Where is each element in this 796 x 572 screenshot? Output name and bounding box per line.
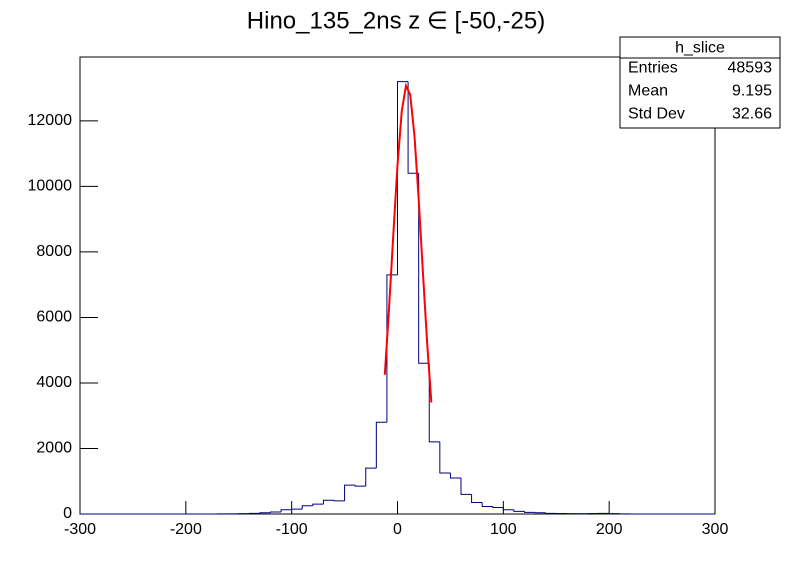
y-tick-label: 10000 (28, 178, 73, 195)
x-tick-label: 100 (490, 521, 517, 538)
histogram-bin (428, 363, 440, 443)
histogram-bin (354, 485, 366, 487)
histogram-bin (312, 503, 324, 506)
histogram-bin (259, 512, 271, 514)
stats-label: Mean (628, 83, 668, 100)
histogram-bin (365, 467, 377, 487)
fit-curve (383, 82, 433, 403)
histogram-bin (301, 505, 313, 510)
histogram-bin (460, 477, 472, 495)
histogram-bin (492, 506, 504, 508)
x-tick-label: 0 (393, 521, 402, 538)
histogram-bin (322, 499, 334, 505)
histogram-bin (524, 511, 536, 513)
stats-label: Std Dev (628, 106, 685, 123)
stats-title: h_slice (675, 40, 725, 57)
histogram-bin (449, 473, 461, 479)
histogram-bin (397, 81, 409, 275)
y-tick-label: 6000 (36, 309, 72, 326)
x-tick-label: -300 (64, 521, 96, 538)
histogram-bin (545, 512, 557, 514)
stats-value: 48593 (728, 60, 773, 77)
histogram-bin (291, 508, 303, 510)
histogram-bin (386, 274, 398, 423)
y-tick-label: 12000 (28, 112, 73, 129)
x-tick-label: -100 (276, 521, 308, 538)
histogram-bin (418, 173, 430, 364)
stats-value: 32.66 (732, 106, 772, 123)
y-tick-label: 4000 (36, 374, 72, 391)
x-tick-label: -200 (170, 521, 202, 538)
x-tick-label: 300 (702, 521, 729, 538)
histogram-bin (280, 509, 292, 513)
y-tick-label: 0 (63, 505, 72, 522)
histogram-bin (407, 81, 419, 174)
histogram-bin (375, 421, 387, 469)
histogram-bin (502, 507, 514, 511)
histogram-bin (439, 441, 451, 474)
y-tick-label: 2000 (36, 440, 72, 457)
chart-title: Hino_135_2ns z ∈ [-50,-25) (247, 7, 545, 34)
histogram-bin (333, 500, 345, 502)
stats-value: 9.195 (732, 83, 772, 100)
histogram-bin (471, 494, 483, 504)
stats-label: Entries (628, 60, 678, 77)
histogram-bin (513, 509, 525, 512)
histogram-bin (344, 484, 356, 501)
histogram-bin (481, 502, 493, 507)
x-tick-label: 200 (596, 521, 623, 538)
y-tick-label: 8000 (36, 243, 72, 260)
stats-box (619, 36, 781, 129)
histogram-bin (270, 511, 282, 513)
